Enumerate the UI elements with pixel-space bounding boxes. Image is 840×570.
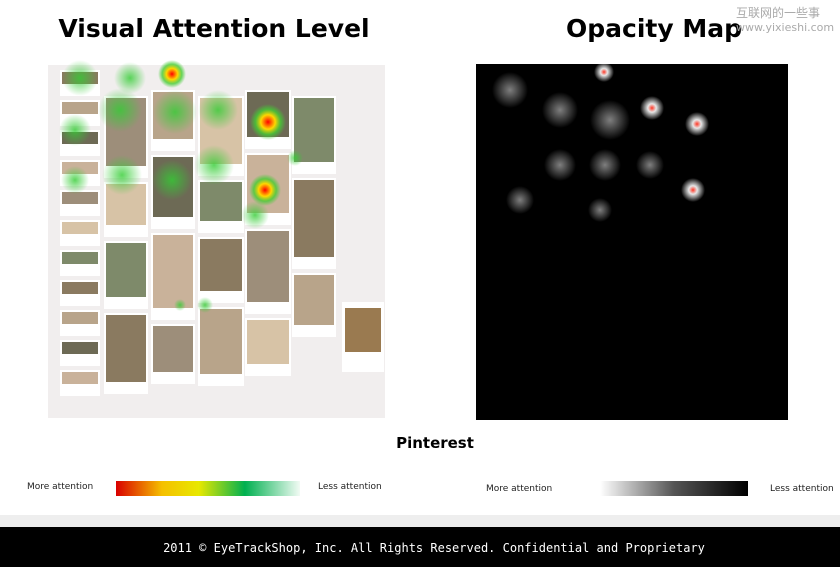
opacity-glow [542,92,578,128]
attention-blob [287,150,303,166]
opacity-glows [492,62,709,222]
footer-text: 2011 © EyeTrackShop, Inc. All Rights Res… [163,541,705,555]
attention-blob [241,201,269,229]
pin-image [62,252,98,264]
left-title: Visual Attention Level [58,14,369,43]
pin-image [62,282,98,294]
pin-image [62,342,98,354]
pin-image [294,180,334,257]
opacity-glow [588,198,612,222]
opacity-glow [640,96,664,120]
attention-blob [250,104,286,140]
pin-image [106,243,146,297]
opacity-glow [544,149,576,181]
legend-end: Less attention [318,482,382,492]
opacity-glow [590,100,630,140]
pin-image [62,102,98,114]
attention-blob [61,166,89,194]
opacity-glow [685,112,709,136]
heat-legend-bar [116,481,300,496]
attention-blob [198,90,238,130]
attention-blob [114,62,146,94]
attention-blob [158,60,186,88]
pin-image [62,192,98,204]
attention-blob [102,155,142,195]
pin-image [153,235,193,308]
attention-blob [62,60,98,96]
pin-image [200,182,242,221]
pin-image [200,309,242,374]
pin-image [62,312,98,324]
watermark: 互联网的一些事 [736,5,820,20]
footer [0,527,840,567]
pin-image [294,275,334,325]
opacity-glow [492,72,528,108]
footer-band [0,515,840,527]
opacity-legend-bar [600,481,748,496]
attention-blob [153,90,197,134]
pin-image [345,308,381,352]
watermark-url: www.yixieshi.com [736,21,834,34]
attention-blob [194,145,234,185]
attention-blob [59,114,91,146]
legend-start: More attention [27,482,93,492]
right-title: Opacity Map [566,14,742,43]
opacity-glow [589,149,621,181]
opacity-glow [636,151,664,179]
pin-image [247,231,289,302]
attention-blob [249,174,281,206]
attention-blob [98,88,142,132]
pin-image [153,326,193,372]
caption: Pinterest [396,434,474,452]
attention-blob [174,299,186,311]
opacity-glow [594,62,614,82]
pin-image [247,320,289,364]
attention-blob [152,160,192,200]
pin-image [62,372,98,384]
legend-start: More attention [486,484,552,494]
attention-blob [197,297,213,313]
heatmap [59,60,303,313]
pin-image [106,315,146,382]
pin-image [294,98,334,162]
pin-image [200,239,242,291]
legend-end: Less attention [770,484,834,494]
opacity-glow [506,186,534,214]
opacity-map [476,64,788,420]
pin-image [62,222,98,234]
opacity-glow [681,178,705,202]
